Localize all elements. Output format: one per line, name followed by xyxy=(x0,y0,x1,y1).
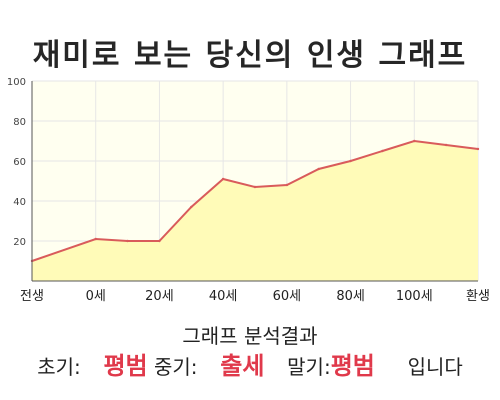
data-point xyxy=(381,149,384,153)
data-point xyxy=(190,205,193,209)
y-tick-label: 100 xyxy=(7,77,26,88)
analysis-summary: 초기: 평범 중기: 출세 말기:평범 입니다 xyxy=(0,346,500,381)
early-label: 초기: xyxy=(37,355,81,379)
x-tick-label: 환생 xyxy=(466,289,490,304)
data-point xyxy=(476,147,480,151)
early-value: 평범 xyxy=(103,352,148,380)
data-point xyxy=(158,239,161,243)
y-axis-ticks: 20 40 60 80 100 xyxy=(7,77,26,248)
series-line xyxy=(31,139,479,262)
x-tick-label: 0세 xyxy=(86,289,106,304)
y-tick-label: 40 xyxy=(13,197,26,208)
x-axis-ticks: 전생 0세 20세 40세 60세 80세 100세 환생 xyxy=(20,289,490,304)
y-tick-label: 80 xyxy=(13,117,26,128)
data-point xyxy=(94,237,97,241)
data-point xyxy=(126,239,129,243)
y-tick-label: 20 xyxy=(13,237,26,248)
data-point xyxy=(253,185,257,189)
life-graph-chart: 20 40 60 80 100 전생 0세 20세 40세 60세 80세 100세 환생 xyxy=(7,77,490,304)
chart-title: 재미로 보는 당신의 인생 그래프 xyxy=(32,38,468,73)
area-fill xyxy=(32,141,478,281)
y-tick-label: 60 xyxy=(13,157,26,168)
data-point xyxy=(285,183,289,187)
x-tick-label: 20세 xyxy=(145,289,174,304)
mid-label: 중기: xyxy=(154,355,198,379)
late-label: 말기: xyxy=(287,355,331,379)
data-point xyxy=(413,139,416,143)
analysis-heading: 그래프 분석결과 xyxy=(182,324,318,348)
mid-value: 출세 xyxy=(220,352,265,380)
x-tick-label: 40세 xyxy=(209,289,238,304)
data-point xyxy=(349,159,352,163)
late-value: 평범 xyxy=(330,352,375,380)
data-point xyxy=(317,167,320,171)
data-area xyxy=(30,81,480,282)
data-point xyxy=(444,143,448,147)
x-tick-label: 80세 xyxy=(336,289,365,304)
x-tick-label: 전생 xyxy=(20,289,44,304)
data-point xyxy=(221,177,225,181)
x-tick-label: 60세 xyxy=(273,289,302,304)
x-tick-label: 100세 xyxy=(396,289,433,304)
ending-text: 입니다 xyxy=(407,355,463,379)
